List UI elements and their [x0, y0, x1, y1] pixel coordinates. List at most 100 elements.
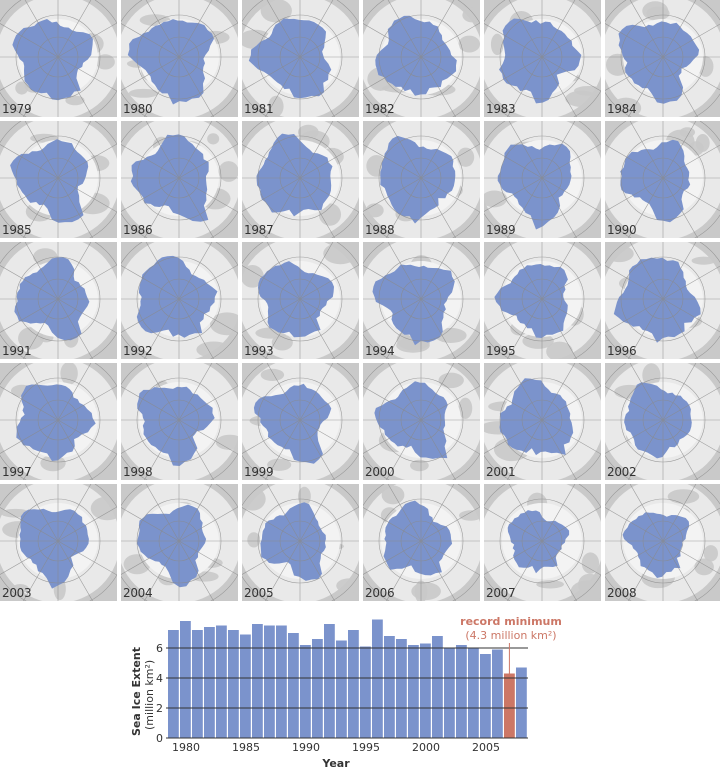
bar-1995 — [360, 646, 371, 738]
arctic-map-image — [484, 363, 601, 480]
bar-1982 — [204, 627, 215, 738]
bar-1998 — [396, 639, 407, 738]
bar-1992 — [324, 624, 335, 738]
sea-ice-map: 2008 — [605, 484, 720, 601]
arctic-map-image — [605, 484, 720, 601]
arctic-map-image — [121, 0, 238, 117]
bar-1999 — [408, 645, 419, 738]
arctic-map-image — [0, 242, 117, 359]
map-year-label: 1993 — [244, 344, 274, 358]
map-year-label: 1994 — [365, 344, 395, 358]
bar-1983 — [216, 625, 227, 738]
bar-2000 — [420, 643, 431, 738]
bar-1979 — [168, 630, 179, 738]
arctic-map-image — [242, 484, 359, 601]
bar-1991 — [312, 639, 323, 738]
map-year-label: 1990 — [607, 223, 637, 237]
bar-2002 — [444, 648, 455, 738]
map-year-label: 1987 — [244, 223, 274, 237]
sea-ice-map: 1986 — [121, 121, 238, 238]
sea-ice-map: 1983 — [484, 0, 601, 117]
y-tick-label: 6 — [156, 642, 163, 655]
sea-ice-map: 1989 — [484, 121, 601, 238]
sea-ice-map: 1999 — [242, 363, 359, 480]
map-year-label: 1982 — [365, 102, 395, 116]
bar-1994 — [348, 630, 359, 738]
arctic-map-image — [121, 484, 238, 601]
map-year-label: 1992 — [123, 344, 153, 358]
sea-ice-map: 2003 — [0, 484, 117, 601]
arctic-map-image — [605, 121, 720, 238]
map-year-label: 1999 — [244, 465, 274, 479]
sea-ice-map: 1981 — [242, 0, 359, 117]
y-tick-label: 4 — [156, 672, 163, 685]
y-axis-label: Sea Ice Extent — [130, 647, 143, 736]
bar-1986 — [252, 624, 263, 738]
sea-ice-map: 1985 — [0, 121, 117, 238]
arctic-map-image — [242, 0, 359, 117]
x-tick-label: 1995 — [352, 741, 380, 754]
y-axis-units: (million km²) — [143, 660, 156, 730]
map-year-label: 1980 — [123, 102, 153, 116]
sea-ice-map: 2001 — [484, 363, 601, 480]
arctic-map-image — [484, 484, 601, 601]
arctic-map-image — [605, 242, 720, 359]
map-year-label: 2008 — [607, 586, 637, 600]
arctic-map-image — [242, 363, 359, 480]
bar-2003 — [456, 645, 467, 738]
bar-2007 — [504, 673, 515, 738]
bar-2001 — [432, 636, 443, 738]
sea-ice-map: 2000 — [363, 363, 480, 480]
map-year-label: 1986 — [123, 223, 153, 237]
sea-ice-map: 2004 — [121, 484, 238, 601]
map-year-label: 1989 — [486, 223, 516, 237]
map-year-label: 1995 — [486, 344, 516, 358]
arctic-map-image — [484, 0, 601, 117]
arctic-map-image — [121, 121, 238, 238]
sea-ice-map: 2002 — [605, 363, 720, 480]
arctic-map-image — [121, 363, 238, 480]
bar-1997 — [384, 636, 395, 738]
x-tick-label: 1980 — [172, 741, 200, 754]
bar-1988 — [276, 625, 287, 738]
arctic-map-image — [363, 121, 480, 238]
map-year-label: 1983 — [486, 102, 516, 116]
arctic-map-image — [605, 363, 720, 480]
y-tick-label: 0 — [156, 732, 163, 745]
sea-ice-extent-chart: 0 2 4 6 1980 1985 1990 1995 2000 2005 Sea Ice Ex… — [130, 615, 562, 769]
map-year-label: 1979 — [2, 102, 32, 116]
arctic-map-image — [605, 0, 720, 117]
sea-ice-map: 2006 — [363, 484, 480, 601]
sea-ice-map: 1988 — [363, 121, 480, 238]
sea-ice-map-grid: 1979 1980 1981 1982 1983 1984 1985 1986 1987 1988… — [0, 0, 720, 601]
annotation-title: record minimum — [460, 615, 562, 628]
arctic-map-image — [242, 242, 359, 359]
arctic-map-image — [484, 121, 601, 238]
map-year-label: 1988 — [365, 223, 395, 237]
arctic-map-image — [121, 242, 238, 359]
arctic-map-image — [0, 363, 117, 480]
map-year-label: 1984 — [607, 102, 637, 116]
bar-1980 — [180, 621, 191, 738]
map-year-label: 2004 — [123, 586, 153, 600]
sea-ice-map: 1982 — [363, 0, 480, 117]
sea-ice-map: 1987 — [242, 121, 359, 238]
bar-1987 — [264, 625, 275, 738]
bar-1993 — [336, 640, 347, 738]
sea-ice-map: 1993 — [242, 242, 359, 359]
sea-ice-map: 1980 — [121, 0, 238, 117]
map-year-label: 2000 — [365, 465, 395, 479]
bar-2005 — [480, 654, 491, 738]
arctic-map-image — [0, 484, 117, 601]
sea-ice-map: 1991 — [0, 242, 117, 359]
x-tick-label: 1985 — [232, 741, 260, 754]
bar-2008 — [516, 667, 527, 738]
arctic-map-image — [363, 0, 480, 117]
sea-ice-map: 1995 — [484, 242, 601, 359]
sea-ice-map: 1984 — [605, 0, 720, 117]
sea-ice-map: 1998 — [121, 363, 238, 480]
map-year-label: 2001 — [486, 465, 516, 479]
bar-1984 — [228, 630, 239, 738]
bar-1990 — [300, 645, 311, 738]
arctic-map-image — [484, 242, 601, 359]
